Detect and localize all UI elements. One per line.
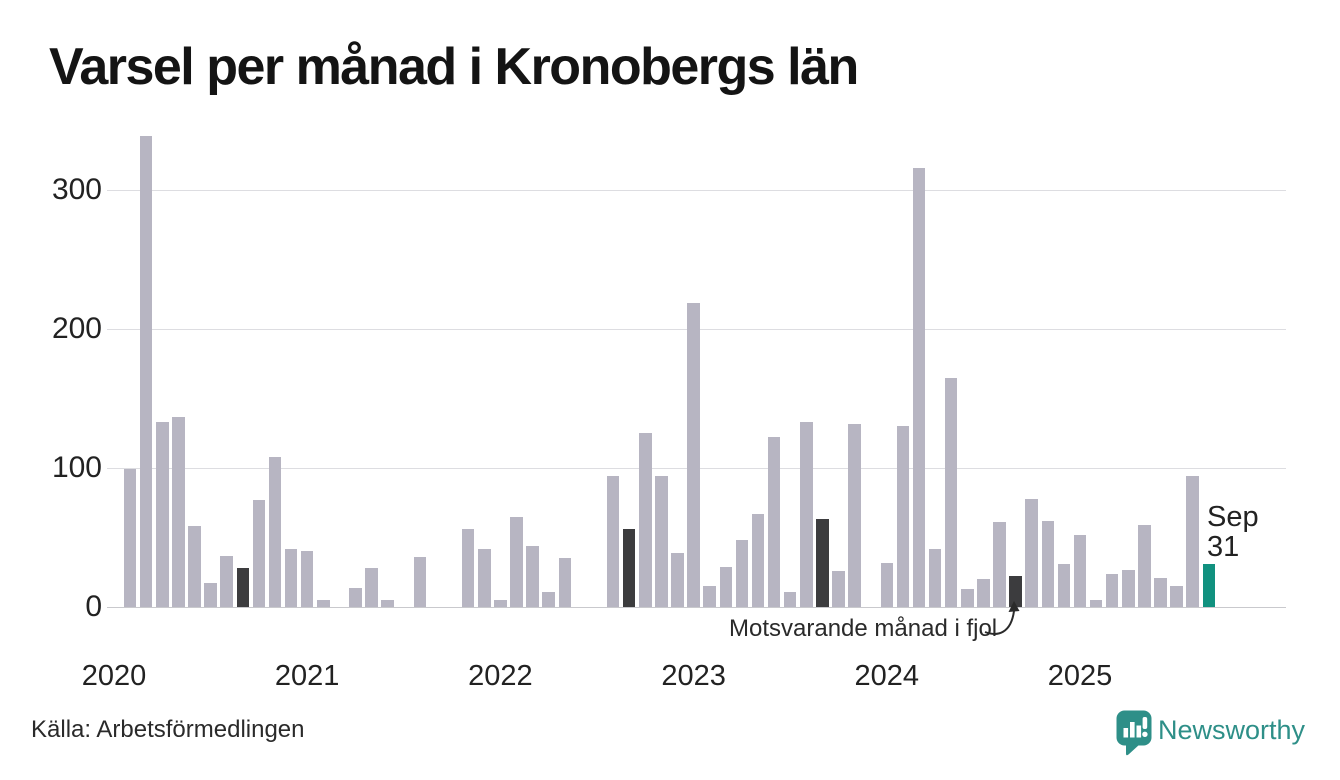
bar-2020-10 bbox=[252, 500, 266, 607]
x-axis-tick-2025: 2025 bbox=[1047, 660, 1113, 692]
bar-2023-02 bbox=[703, 586, 716, 607]
annotation-arrow-icon bbox=[984, 601, 1020, 635]
bar-2023-09 bbox=[816, 519, 829, 607]
x-axis-tick-2022: 2022 bbox=[468, 660, 533, 692]
bar-2024-03 bbox=[912, 167, 926, 607]
y-axis-tick-100: 100 bbox=[51, 451, 102, 484]
gridline-y-0 bbox=[107, 607, 1286, 608]
bar-2023-05 bbox=[751, 513, 765, 607]
bar-2022-08 bbox=[606, 476, 620, 607]
chart-title: Varsel per månad i Kronobergs län bbox=[49, 38, 859, 96]
bar-2021-04 bbox=[349, 587, 362, 607]
source-caption: Källa: Arbetsförmedlingen bbox=[31, 716, 305, 743]
bar-2024-08 bbox=[993, 522, 1006, 607]
bar-2024-01 bbox=[880, 562, 894, 607]
bar-2023-11 bbox=[848, 423, 861, 607]
newsworthy-logo-text: Newsworthy bbox=[1158, 715, 1306, 745]
gridline-y-300 bbox=[107, 190, 1286, 191]
bar-2024-05 bbox=[944, 377, 958, 607]
bar-2024-04 bbox=[928, 548, 942, 607]
bar-2024-07 bbox=[977, 579, 990, 607]
bar-2021-06 bbox=[381, 600, 394, 607]
bar-2023-01 bbox=[687, 302, 700, 607]
latest-point-month: Sep bbox=[1207, 501, 1259, 533]
bar-2024-02 bbox=[896, 426, 910, 607]
bar-2021-08 bbox=[413, 557, 427, 607]
bar-2025-05 bbox=[1138, 525, 1151, 607]
bar-2020-06 bbox=[188, 526, 201, 607]
bar-2025-09 bbox=[1202, 563, 1216, 607]
bar-2020-03 bbox=[139, 135, 153, 607]
bar-2024-09 bbox=[1009, 576, 1022, 607]
bar-2023-04 bbox=[735, 540, 749, 607]
bar-2024-12 bbox=[1057, 563, 1071, 607]
bar-2021-11 bbox=[461, 529, 475, 607]
latest-point-value: 31 bbox=[1207, 530, 1240, 563]
bar-2023-06 bbox=[767, 437, 781, 607]
bar-2020-02 bbox=[123, 469, 137, 607]
bar-2022-12 bbox=[671, 552, 684, 607]
bar-2020-11 bbox=[268, 456, 282, 607]
bar-2025-08 bbox=[1186, 476, 1199, 607]
bar-2022-04 bbox=[542, 591, 555, 607]
prior-year-annotation: Motsvarande månad i fjol bbox=[729, 615, 998, 642]
bar-2023-03 bbox=[719, 566, 733, 607]
y-axis-tick-0: 0 bbox=[85, 590, 102, 623]
bar-2020-08 bbox=[220, 555, 233, 607]
bar-2021-05 bbox=[365, 568, 378, 607]
bar-2024-10 bbox=[1025, 498, 1038, 607]
bar-2025-07 bbox=[1170, 586, 1183, 607]
latest-point-label: Sep 31 bbox=[1207, 501, 1259, 563]
bar-2022-09 bbox=[622, 529, 636, 607]
bar-2023-07 bbox=[783, 591, 797, 607]
bar-2023-10 bbox=[832, 570, 845, 607]
bar-2022-10 bbox=[639, 433, 652, 608]
x-axis-tick-2023: 2023 bbox=[661, 660, 726, 692]
bar-2022-05 bbox=[558, 558, 572, 607]
x-axis-tick-2024: 2024 bbox=[854, 660, 920, 692]
bar-2020-04 bbox=[156, 422, 169, 607]
bar-2024-06 bbox=[961, 588, 974, 607]
bar-2023-08 bbox=[800, 422, 813, 607]
bar-2022-03 bbox=[526, 545, 539, 607]
x-axis-tick-2020: 2020 bbox=[81, 660, 147, 692]
bar-2020-07 bbox=[204, 583, 217, 607]
bar-2021-12 bbox=[478, 548, 491, 607]
bar-2025-03 bbox=[1105, 573, 1119, 607]
bar-2022-01 bbox=[494, 600, 507, 607]
y-axis-tick-300: 300 bbox=[51, 173, 102, 206]
bar-2025-04 bbox=[1122, 569, 1135, 607]
x-axis-tick-2021: 2021 bbox=[274, 660, 340, 692]
y-axis-tick-200: 200 bbox=[51, 312, 102, 345]
newsworthy-logo-icon bbox=[1116, 710, 1152, 756]
bar-2021-01 bbox=[300, 551, 314, 607]
bar-2022-11 bbox=[655, 476, 668, 607]
bar-2025-02 bbox=[1089, 600, 1103, 607]
bar-2025-06 bbox=[1154, 577, 1167, 607]
bar-2020-12 bbox=[284, 548, 298, 607]
bar-2021-02 bbox=[317, 600, 330, 607]
bar-2024-11 bbox=[1041, 520, 1055, 607]
bar-2025-01 bbox=[1073, 534, 1087, 607]
bar-2022-02 bbox=[510, 516, 523, 607]
bar-2020-05 bbox=[172, 416, 185, 607]
bar-2020-09 bbox=[236, 568, 250, 607]
